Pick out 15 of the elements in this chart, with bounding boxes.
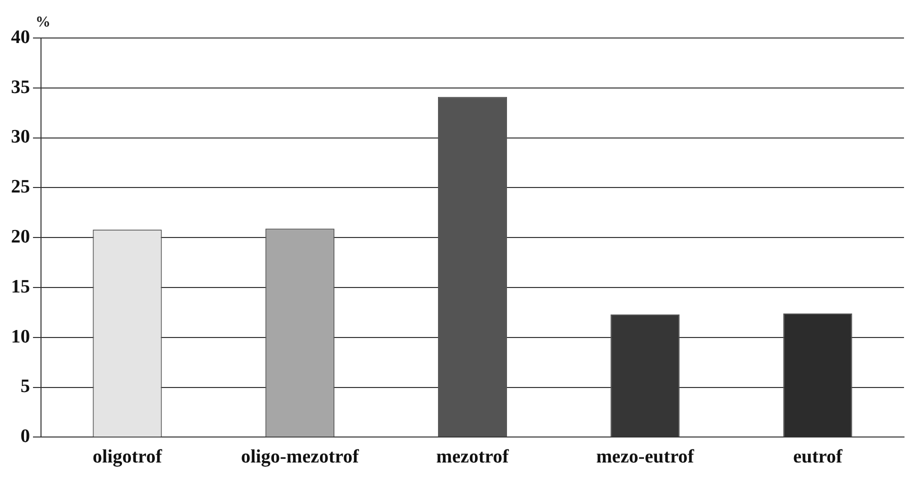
x-tick-label: mezo-eutrof (596, 446, 695, 468)
y-tick-label: 15 (11, 276, 30, 298)
x-tick-label: eutrof (793, 446, 843, 468)
x-tick-label: mezotrof (436, 446, 510, 468)
y-tick-label: 30 (11, 126, 30, 148)
y-tick-label: 40 (11, 26, 30, 48)
y-tick-label: 35 (11, 76, 30, 98)
y-tick-label: 20 (11, 226, 30, 248)
x-tick-label: oligotrof (92, 446, 163, 468)
x-tick-label: oligo-mezotrof (240, 446, 360, 468)
y-tick-label: 0 (20, 426, 30, 448)
y-tick-label: 10 (11, 326, 30, 348)
y-tick-label: 5 (20, 376, 30, 398)
y-tick-label: 25 (11, 176, 30, 198)
y-axis-title: % (36, 14, 50, 30)
